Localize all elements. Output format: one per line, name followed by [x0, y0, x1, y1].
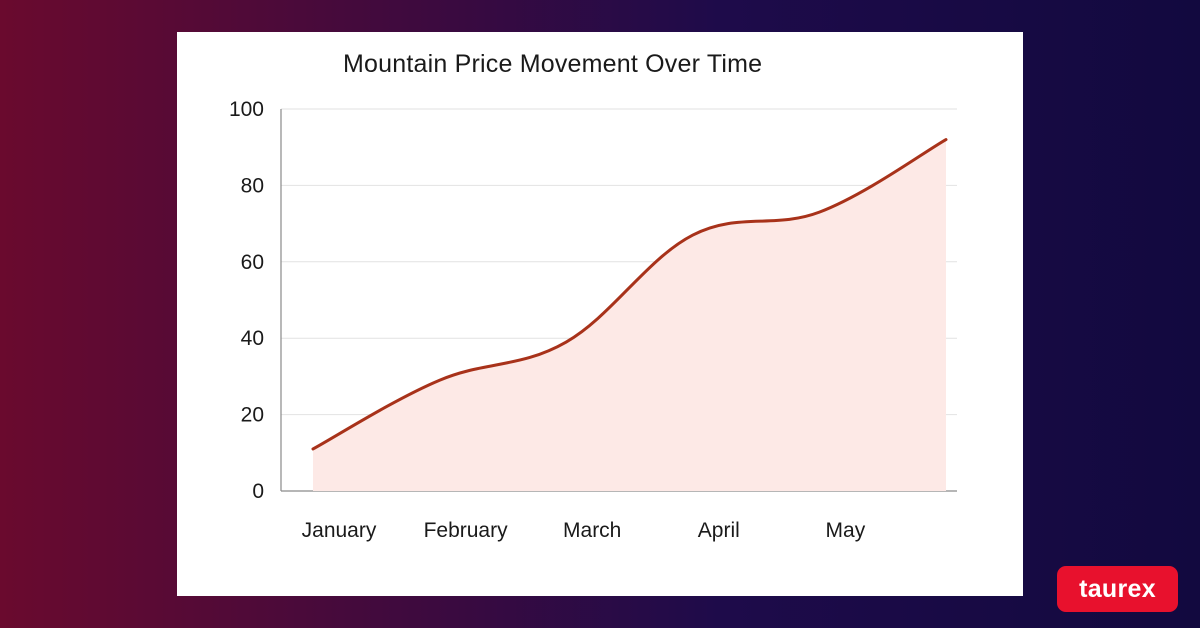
y-tick-label: 100 [229, 98, 264, 121]
y-tick-label: 20 [241, 404, 264, 427]
series-line [311, 138, 948, 451]
area-chart: 0 20 40 60 80 100 January February March April May [229, 98, 957, 542]
chart-title: Mountain Price Movement Over Time [343, 50, 763, 78]
x-tick-label: January [302, 519, 377, 542]
x-tick-label: April [698, 519, 740, 542]
taurex-logo: taurex [1057, 566, 1178, 612]
y-tick-label: 80 [241, 174, 264, 197]
x-tick-label: February [424, 519, 509, 542]
y-tick-label: 60 [241, 251, 264, 274]
area-fill [313, 139, 946, 491]
chart-card: Mountain Price Movement Over Time 0 20 40 6… [177, 32, 1023, 596]
y-tick-label: 0 [252, 480, 264, 503]
x-tick-label: March [563, 519, 621, 542]
y-tick-label: 40 [241, 327, 264, 350]
x-tick-label: May [826, 519, 866, 542]
